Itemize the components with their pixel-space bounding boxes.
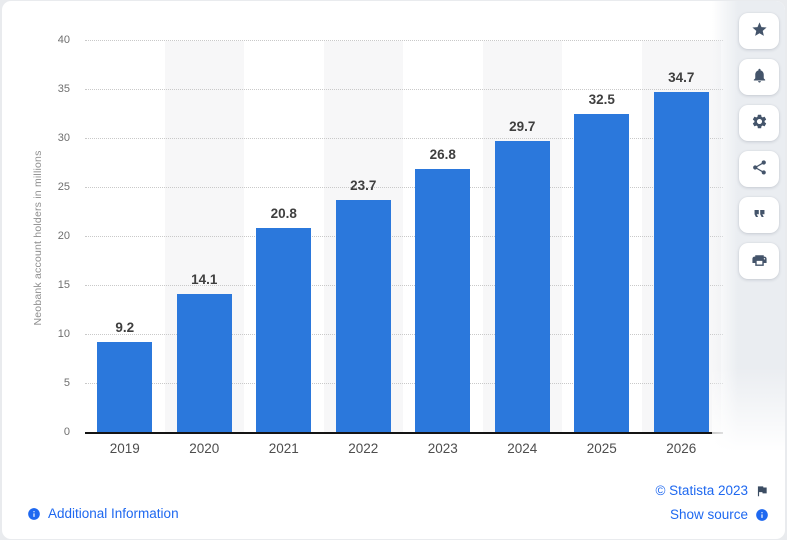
- y-tick-label: 15: [57, 278, 70, 291]
- bar: [415, 169, 471, 432]
- favorite-button[interactable]: [739, 13, 779, 49]
- bar-value-label: 29.7: [509, 118, 536, 134]
- settings-button[interactable]: [739, 105, 779, 141]
- bar: [574, 113, 630, 432]
- show-source-label: Show source: [669, 507, 748, 522]
- settings-gear-icon: [751, 113, 768, 133]
- cite-button[interactable]: [739, 197, 779, 233]
- additional-information-link[interactable]: Additional Information: [27, 505, 179, 522]
- y-tick-label: 35: [57, 82, 70, 95]
- quote-icon: [751, 205, 768, 225]
- info-icon: [27, 507, 41, 521]
- x-axis-label: 2020: [189, 441, 220, 456]
- print-button[interactable]: [739, 243, 779, 279]
- x-axis-label: 2026: [666, 441, 697, 456]
- x-axis-label: 2024: [507, 441, 538, 456]
- toolbar-sidebar: [712, 1, 785, 467]
- additional-information-label: Additional Information: [48, 506, 179, 521]
- y-tick-label: 25: [57, 180, 70, 193]
- show-source-link[interactable]: Show source: [670, 506, 769, 523]
- x-axis-label: 2023: [427, 441, 458, 456]
- info-icon: [755, 508, 769, 522]
- star-icon: [751, 21, 768, 41]
- gridline: [85, 383, 723, 384]
- flag-icon: [755, 484, 769, 498]
- y-tick-label: 20: [57, 229, 70, 242]
- bar: [494, 140, 550, 432]
- bar-value-label: 26.8: [429, 147, 456, 163]
- y-axis-title: Neobank account holders in millions: [32, 150, 44, 326]
- y-tick-label: 10: [57, 327, 70, 340]
- share-icon: [751, 159, 768, 179]
- y-tick-label: 30: [57, 131, 70, 144]
- gridline: [85, 285, 723, 286]
- print-icon: [751, 251, 768, 271]
- bar-value-label: 20.8: [270, 206, 297, 222]
- x-axis-label: 2025: [586, 441, 617, 456]
- bar: [256, 228, 312, 432]
- gridline: [85, 89, 723, 90]
- gridline: [85, 187, 723, 188]
- gridline: [85, 334, 723, 335]
- bar: [335, 199, 391, 432]
- gridline: [85, 236, 723, 237]
- x-axis-line: [85, 432, 723, 434]
- copyright-label: © Statista 2023: [655, 483, 748, 498]
- bar: [176, 293, 232, 432]
- bar: [97, 341, 153, 432]
- x-axis-label: 2019: [109, 441, 140, 456]
- bar: [653, 91, 709, 432]
- y-tick-label: 5: [63, 376, 70, 389]
- bar-value-label: 32.5: [588, 91, 615, 107]
- share-button[interactable]: [739, 151, 779, 187]
- bar-value-label: 23.7: [350, 177, 377, 193]
- x-axis-label: 2022: [348, 441, 379, 456]
- alert-button[interactable]: [739, 59, 779, 95]
- x-axis-label: 2021: [268, 441, 299, 456]
- gridline: [85, 40, 723, 41]
- y-tick-label: 40: [57, 33, 70, 46]
- bar-value-label: 34.7: [668, 69, 695, 85]
- y-tick-label: 0: [63, 425, 70, 438]
- gridline: [85, 138, 723, 139]
- bell-icon: [751, 67, 768, 87]
- bar-value-label: 9.2: [115, 319, 135, 335]
- bar-value-label: 14.1: [191, 271, 218, 287]
- statista-copyright[interactable]: © Statista 2023: [655, 482, 769, 499]
